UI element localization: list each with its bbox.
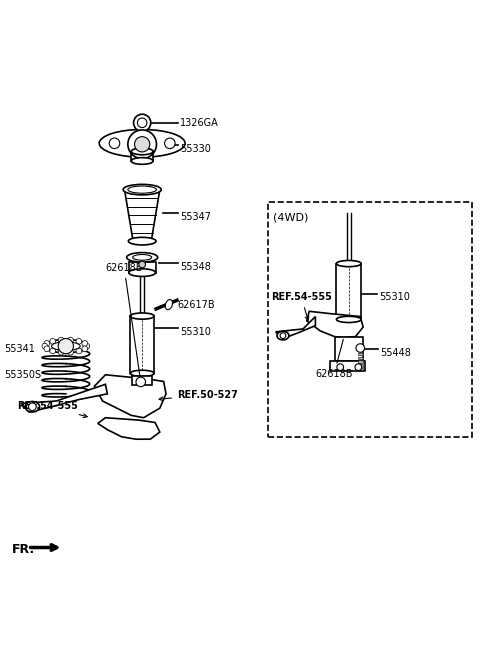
Circle shape [58, 337, 64, 343]
Text: (4WD): (4WD) [274, 213, 309, 222]
Circle shape [356, 344, 364, 352]
Text: REF.54-555: REF.54-555 [17, 401, 87, 418]
Polygon shape [358, 360, 363, 363]
Polygon shape [130, 316, 154, 373]
Polygon shape [131, 152, 153, 161]
Circle shape [128, 130, 156, 159]
Circle shape [134, 136, 150, 152]
Polygon shape [358, 368, 363, 371]
Text: 55350S: 55350S [4, 370, 41, 380]
Text: 55310: 55310 [180, 327, 211, 337]
Bar [268, 202, 472, 437]
Text: REF.54-555: REF.54-555 [271, 293, 332, 320]
Circle shape [44, 340, 50, 346]
Ellipse shape [99, 129, 185, 157]
Polygon shape [132, 376, 152, 385]
Polygon shape [330, 361, 365, 371]
Circle shape [42, 343, 48, 349]
Ellipse shape [128, 237, 156, 245]
Text: 62618B: 62618B [315, 339, 353, 379]
Text: 55448: 55448 [380, 348, 411, 358]
Ellipse shape [336, 316, 361, 323]
Circle shape [84, 343, 90, 349]
Circle shape [137, 118, 147, 127]
Ellipse shape [51, 342, 80, 350]
Text: 55330: 55330 [180, 144, 211, 154]
Ellipse shape [128, 186, 156, 193]
Ellipse shape [25, 401, 39, 412]
Text: 1326GA: 1326GA [180, 118, 219, 128]
Circle shape [165, 138, 175, 148]
Circle shape [76, 348, 82, 354]
Circle shape [68, 337, 73, 343]
Text: REF.50-527: REF.50-527 [159, 390, 238, 401]
Circle shape [58, 349, 64, 355]
Text: 62618B: 62618B [106, 263, 143, 379]
Polygon shape [336, 337, 363, 361]
Ellipse shape [336, 260, 361, 267]
Circle shape [58, 338, 73, 354]
Polygon shape [22, 384, 108, 412]
Ellipse shape [165, 300, 172, 310]
Text: 55347: 55347 [180, 213, 211, 222]
Circle shape [136, 377, 145, 386]
Ellipse shape [130, 313, 154, 319]
Ellipse shape [277, 331, 289, 340]
Circle shape [76, 338, 82, 344]
Polygon shape [358, 357, 363, 359]
Ellipse shape [123, 184, 161, 195]
Circle shape [139, 261, 145, 268]
Ellipse shape [130, 370, 154, 377]
Circle shape [337, 364, 344, 371]
Polygon shape [336, 264, 361, 319]
Text: 55341: 55341 [4, 344, 35, 354]
Ellipse shape [131, 157, 153, 164]
Polygon shape [124, 190, 160, 241]
Circle shape [355, 364, 362, 371]
Ellipse shape [44, 339, 88, 353]
Polygon shape [276, 317, 315, 339]
Circle shape [109, 138, 120, 148]
Polygon shape [98, 418, 160, 440]
Circle shape [50, 348, 56, 354]
Circle shape [29, 403, 36, 411]
Circle shape [133, 114, 151, 131]
Polygon shape [358, 364, 363, 367]
Text: 55348: 55348 [180, 262, 211, 272]
Polygon shape [307, 312, 363, 338]
Circle shape [82, 346, 87, 352]
Circle shape [280, 333, 286, 338]
Polygon shape [129, 262, 156, 273]
Circle shape [68, 349, 73, 355]
Circle shape [50, 338, 56, 344]
Ellipse shape [131, 148, 153, 155]
Circle shape [44, 346, 50, 352]
Polygon shape [95, 375, 166, 418]
Ellipse shape [129, 269, 156, 276]
Text: 55310: 55310 [379, 293, 410, 302]
Ellipse shape [127, 253, 157, 262]
Polygon shape [358, 353, 363, 355]
Text: FR.: FR. [12, 543, 35, 556]
Text: 62617B: 62617B [177, 300, 215, 310]
Circle shape [82, 340, 87, 346]
